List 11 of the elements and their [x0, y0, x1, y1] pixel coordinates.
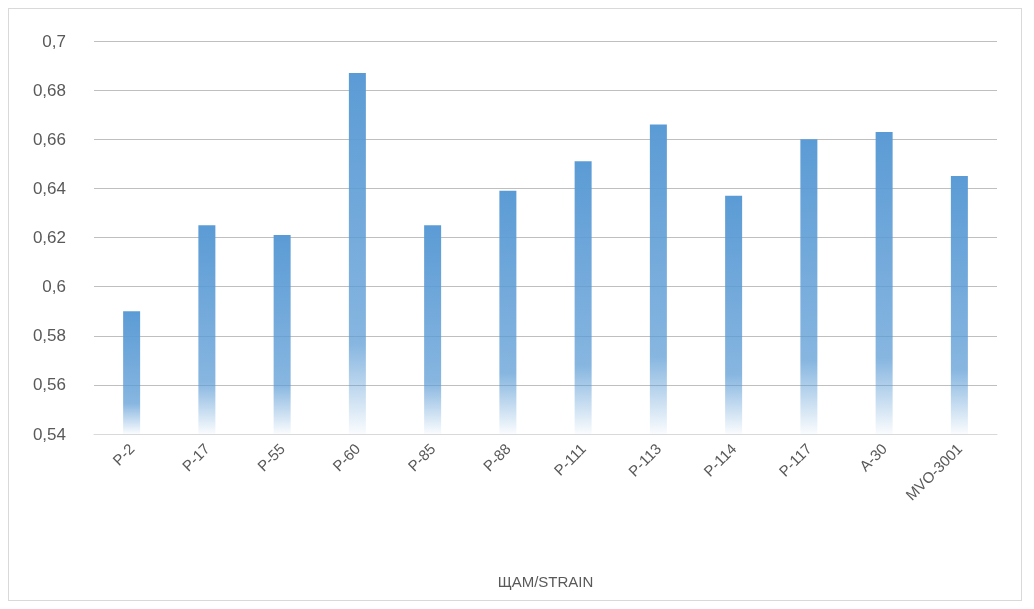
x-axis-title: ЩАМ/STRAIN [497, 573, 594, 590]
y-tick-label: 0,58 [32, 326, 66, 346]
y-tick-label: 0,7 [42, 31, 66, 51]
y-tick-label: 0,64 [32, 178, 66, 198]
y-tick-label: 0,62 [32, 228, 66, 247]
y-tick-label: 0,54 [32, 424, 66, 444]
y-tick-label: 0,68 [32, 80, 66, 100]
y-tick-label: 0,56 [32, 375, 66, 395]
y-tick-label: 0,6 [42, 277, 66, 297]
y-tick-label: 0,66 [32, 129, 66, 149]
x-tick-label: P-2 [109, 439, 138, 469]
